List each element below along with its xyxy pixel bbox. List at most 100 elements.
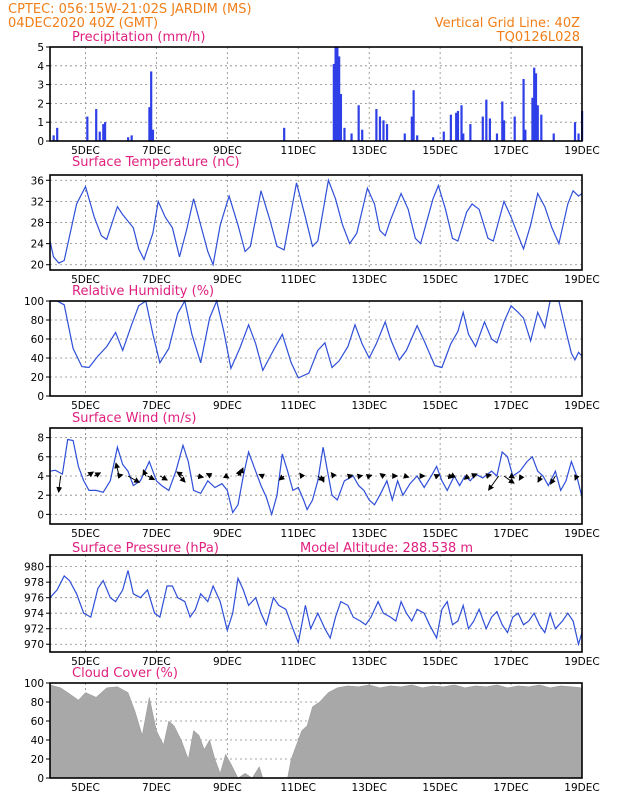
relative-humidity-ytick-label: 0 [37,391,44,403]
precipitation-mm-h-bar [536,105,539,141]
header-vertical-grid-line: Vertical Grid Line: 40Z [435,16,580,31]
precipitation-mm-h-bar [375,109,378,141]
wind-vector-arrow [365,473,373,480]
cloud-cover-ytick-label: 0 [37,773,44,785]
precipitation-mm-h-bar [432,137,435,141]
wind-vector-arrow [485,473,493,479]
precipitation-mm-h-bar [410,116,413,141]
precipitation-mm-h-bar [357,105,360,141]
surface-temperature-nc-xtick-label: 9DEC [213,274,242,286]
panel-surface-wind-m-s: Surface Wind (m/s) 0 2 4 6 8 5DEC 7DEC 9DEC 11DEC… [37,411,599,540]
precipitation-mm-h-bar [412,90,415,141]
relative-humidity-xtick-label: 19DEC [564,400,599,412]
cloud-cover-xtick-label: 19DEC [564,782,599,794]
precipitation-mm-h-bar [385,124,389,141]
cloud-cover-xtick-label: 13DEC [351,782,386,794]
precipitation-mm-h-bar [378,116,382,141]
cloud-cover-xtick-label: 17DEC [493,782,528,794]
precipitation-mm-h-bar [350,133,353,141]
cloud-cover-ytick-label: 40 [31,735,44,747]
surface-pressure-hpa-xtick-label: 19DEC [564,656,599,668]
precipitation-mm-h-xtick-label: 17DEC [493,145,528,157]
surface-temperature-nc-xtick-label: 19DEC [564,274,599,286]
precipitation-mm-h-bar [283,127,286,141]
relative-humidity-ytick-label: 40 [31,353,44,365]
cloud-cover-area [49,684,583,779]
cloud-cover-xtick-label: 7DEC [142,782,171,794]
precipitation-mm-h-ytick-label: 5 [37,42,44,54]
precipitation-mm-h-ytick-label: 1 [37,117,44,129]
panels: Precipitation (mm/h) 0 1 2 3 4 5 5DEC 7DEC 9DEC 11… [24,30,600,794]
surface-wind-m-s-xtick-label: 15DEC [422,528,457,540]
surface-pressure-hpa-ytick-label: 976 [24,593,44,605]
precipitation-mm-h-bar [416,135,419,141]
wind-vector-arrow [197,473,205,480]
wind-vector-arrow [433,474,441,480]
precipitation-mm-h-bar [52,135,55,141]
surface-pressure-hpa-xtick-label: 9DEC [213,656,242,668]
surface-wind-m-s-xtick-label: 11DEC [281,528,316,540]
precipitation-mm-h-bar [495,133,499,141]
precipitation-mm-h-frame [49,46,583,142]
relative-humidity-ytick-label: 20 [31,372,44,384]
wind-vector-arrow [86,471,95,478]
surface-pressure-hpa-xtick-label: 11DEC [281,656,316,668]
surface-wind-m-s-ytick-label: 6 [37,452,44,464]
surface-pressure-hpa-frame [49,554,583,653]
wind-vector-arrow [159,474,169,481]
precipitation-mm-h-bar [488,118,491,141]
surface-temperature-nc-title: Surface Temperature (nC) [72,155,240,170]
wind-vector-arrow [56,475,63,493]
precipitation-mm-h-bar [501,101,504,141]
precipitation-mm-h-ytick-label: 3 [37,80,44,92]
surface-temperature-nc-ytick-label: 36 [31,175,45,187]
surface-wind-m-s-xtick-label: 19DEC [564,528,599,540]
precipitation-mm-h-bar [95,109,98,141]
relative-humidity-ytick-label: 100 [24,296,44,308]
precipitation-mm-h-bar [534,73,538,141]
header-model-id: TQ0126L028 [496,30,580,45]
surface-temperature-nc-xtick-label: 15DEC [422,274,457,286]
precipitation-mm-h-bar [552,133,555,141]
relative-humidity-title: Relative Humidity (%) [72,284,214,299]
surface-temperature-nc-line [49,178,583,267]
precipitation-mm-h-bar [485,99,488,141]
wind-vector-arrow [142,469,149,477]
precipitation-mm-h-title: Precipitation (mm/h) [72,30,205,45]
relative-humidity-ytick-label: 60 [31,334,44,346]
relative-humidity-xtick-label: 17DEC [493,400,528,412]
wind-vector-arrow [278,474,286,481]
precipitation-mm-h-xtick-label: 13DEC [351,145,386,157]
precipitation-mm-h-bar [130,135,133,141]
surface-pressure-hpa-xtick-label: 13DEC [351,656,386,668]
surface-wind-m-s-line [49,438,583,517]
cloud-cover-ytick-label: 80 [31,697,44,709]
surface-pressure-hpa-xtick-label: 17DEC [493,656,528,668]
wind-vector-arrow [330,471,337,479]
panel-surface-temperature-nc: Surface Temperature (nC) 20 24 28 32 36 5DEC 7D… [31,155,600,286]
wind-vector-arrow [574,474,580,481]
surface-wind-m-s-xtick-label: 5DEC [71,528,100,540]
cloud-cover-ytick-label: 60 [31,716,44,728]
precipitation-mm-h-bar [469,124,472,141]
surface-wind-m-s-xtick-label: 9DEC [213,528,242,540]
precipitation-mm-h-xtick-label: 5DEC [71,145,100,157]
surface-temperature-nc-xtick-label: 13DEC [351,274,386,286]
precipitation-mm-h-xtick-label: 19DEC [564,145,599,157]
relative-humidity-xtick-label: 7DEC [142,400,171,412]
surface-pressure-hpa-xtick-label: 7DEC [142,656,171,668]
wind-vector-arrow [258,473,265,480]
wind-vector-arrow [346,473,354,480]
precipitation-mm-h-bar [481,116,484,141]
surface-pressure-hpa-ytick-label: 974 [24,608,44,620]
precipitation-mm-h-bar [524,129,527,141]
relative-humidity-ytick-label: 80 [31,315,44,327]
panel-precipitation-mm-h: Precipitation (mm/h) 0 1 2 3 4 5 5DEC 7DEC 9DEC 11… [37,30,599,157]
header-run-time: 04DEC2020 40Z (GMT) [8,16,158,31]
precipitation-mm-h-bar [334,47,337,141]
precipitation-mm-h-bar [151,129,155,141]
surface-temperature-nc-xtick-label: 7DEC [142,274,171,286]
precipitation-mm-h-bar [98,131,101,141]
precipitation-mm-h-bar [86,116,89,141]
